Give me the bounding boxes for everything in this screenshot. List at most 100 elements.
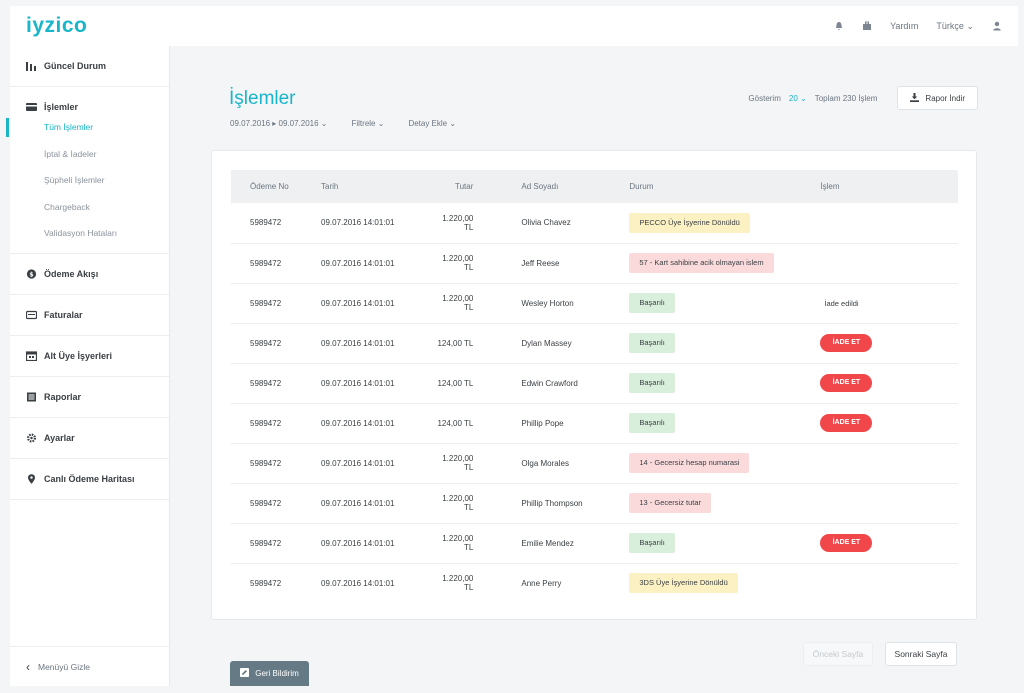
status-badge: 13 - Gecersiz tutar	[629, 493, 712, 513]
next-page-button[interactable]: Sonraki Sayfa	[885, 642, 957, 666]
action-cell: İADE ET	[812, 523, 958, 563]
refund-button[interactable]: İADE ET	[820, 334, 873, 352]
sidebar-item-live-map[interactable]: Canlı Ödeme Haritası	[10, 459, 169, 499]
hide-menu-label: Menüyü Gizle	[38, 661, 90, 672]
date-range-picker[interactable]: 09.07.2016 ▸ 09.07.2016 ⌄	[230, 119, 327, 128]
column-header-status[interactable]: Durum	[629, 182, 654, 191]
action-cell	[812, 203, 958, 243]
download-report-label: Rapor İndir	[925, 93, 965, 103]
feedback-button[interactable]: Geri Bildirim	[230, 661, 309, 686]
table-row[interactable]: 5989472 09.07.2016 14:01:01 1.220,00 TL Oli…	[231, 203, 958, 243]
filter-bar: 09.07.2016 ▸ 09.07.2016 ⌄ Filtrele ⌄ Det…	[230, 119, 456, 128]
sidebar-group-settings: Ayarlar	[10, 418, 169, 459]
page-size-select[interactable]: 20 ⌄	[789, 94, 807, 103]
refund-button[interactable]: İADE ET	[820, 414, 873, 432]
sidebar-item-label: Alt Üye İşyerleri	[44, 350, 113, 361]
sidebar-subitem-suspicious[interactable]: Şüpheli İşlemler	[44, 175, 105, 186]
bell-icon[interactable]	[834, 21, 844, 31]
help-link[interactable]: Yardım	[890, 21, 919, 31]
payment-no-cell: 5989472	[250, 418, 282, 428]
date-cell: 09.07.2016 14:01:01	[321, 218, 395, 228]
name-cell: Wesley Horton	[521, 298, 574, 308]
sidebar-item-reports[interactable]: Raporlar	[10, 377, 169, 417]
action-cell	[812, 243, 958, 283]
sidebar-item-label: Ödeme Akışı	[44, 268, 99, 279]
sidebar-subitem-chargeback[interactable]: Chargeback	[44, 201, 90, 212]
date-cell: 09.07.2016 14:01:01	[321, 258, 395, 268]
status-badge: 3DS Üye İşyerine Dönüldü	[629, 573, 738, 594]
sidebar-item-label: Faturalar	[44, 309, 83, 320]
sidebar-item-payment-flow[interactable]: $ Ödeme Akışı	[10, 254, 169, 294]
sidebar-item-transactions[interactable]: İşlemler	[10, 87, 169, 127]
status-cell: 14 - Gecersiz hesap numarasi	[621, 443, 812, 483]
status-cell: 13 - Gecersiz tutar	[621, 483, 812, 523]
name-cell: Olivia Chavez	[521, 218, 571, 228]
table-row[interactable]: 5989472 09.07.2016 14:01:01 1.220,00 TL Jef…	[231, 243, 958, 283]
date-cell: 09.07.2016 14:01:01	[321, 338, 395, 348]
column-header-date[interactable]: Tarih	[321, 182, 339, 191]
table-row[interactable]: 5989472 09.07.2016 14:01:01 1.220,00 TL Ann…	[231, 563, 958, 603]
logo[interactable]: iyzico	[26, 14, 88, 37]
sidebar-subitem-all-transactions[interactable]: Tüm İşlemler	[6, 114, 169, 141]
table-header-row: Ödeme No Tarih Tutar Ad Soyadı Durum İşl…	[231, 170, 958, 203]
status-cell: Başarılı	[621, 523, 812, 563]
language-select[interactable]: Türkçe ⌄	[936, 21, 974, 32]
refund-button[interactable]: İADE ET	[820, 374, 873, 392]
status-cell: 3DS Üye İşyerine Dönüldü	[621, 563, 812, 603]
svg-text:$: $	[29, 271, 33, 278]
table-row[interactable]: 5989472 09.07.2016 14:01:01 1.220,00 TL Olg…	[231, 443, 958, 483]
name-cell: Jeff Reese	[521, 258, 560, 268]
date-cell: 09.07.2016 14:01:01	[321, 458, 395, 468]
hide-menu-button[interactable]: ‹ Menüyü Gizle	[10, 646, 170, 686]
status-cell: 57 - Kart sahibine acik olmayan islem	[621, 243, 812, 283]
action-cell: İade edildi	[812, 283, 958, 323]
sidebar-item-dashboard[interactable]: Güncel Durum	[10, 46, 169, 86]
user-icon[interactable]	[992, 21, 1002, 31]
amount-cell: 124,00 TL	[437, 418, 474, 428]
chevron-down-icon: ⌄	[449, 119, 457, 128]
payment-no-cell: 5989472	[250, 258, 282, 268]
table-row[interactable]: 5989472 09.07.2016 14:01:01 124,00 TL Phill…	[231, 403, 958, 443]
amount-cell: 1.220,00 TL	[442, 254, 474, 272]
payment-no-cell: 5989472	[250, 458, 282, 468]
invoice-icon	[26, 310, 37, 320]
sidebar-subitem-validation-errors[interactable]: Validasyon Hataları	[44, 228, 118, 239]
column-header-payment-no[interactable]: Ödeme No	[250, 182, 289, 191]
action-cell	[812, 563, 958, 603]
edit-icon	[240, 668, 250, 679]
sidebar-item-settings[interactable]: Ayarlar	[10, 418, 169, 458]
sidebar-item-sub-merchants[interactable]: Alt Üye İşyerleri	[10, 336, 169, 376]
sidebar-item-label: Güncel Durum	[44, 61, 107, 71]
add-detail-dropdown[interactable]: Detay Ekle ⌄	[408, 119, 456, 128]
show-label: Gösterim	[748, 93, 781, 103]
status-badge: Başarılı	[629, 293, 675, 313]
status-cell: Başarılı	[621, 363, 812, 403]
refund-button[interactable]: İADE ET	[820, 534, 873, 552]
previous-page-button[interactable]: Önceki Sayfa	[803, 642, 873, 666]
status-badge: Başarılı	[629, 413, 675, 433]
table-row[interactable]: 5989472 09.07.2016 14:01:01 1.220,00 TL Wes…	[231, 283, 958, 323]
column-header-name[interactable]: Ad Soyadı	[521, 182, 559, 191]
sidebar-item-label: Raporlar	[44, 391, 82, 402]
language-label: Türkçe	[936, 20, 964, 31]
briefcase-icon[interactable]	[862, 21, 872, 31]
sidebar-group-sub-merchants: Alt Üye İşyerleri	[10, 336, 169, 377]
sidebar-group-invoices: Faturalar	[10, 295, 169, 336]
status-badge: 57 - Kart sahibine acik olmayan islem	[629, 253, 774, 273]
chevron-down-icon: ⌄	[966, 20, 974, 31]
column-header-amount[interactable]: Tutar	[455, 182, 474, 191]
sidebar-group-reports: Raporlar	[10, 377, 169, 418]
table-row[interactable]: 5989472 09.07.2016 14:01:01 124,00 TL Edwin…	[231, 363, 958, 403]
download-report-button[interactable]: Rapor İndir	[897, 86, 978, 110]
sidebar-subitem-cancellations[interactable]: İptal & İadeler	[44, 148, 97, 159]
date-cell: 09.07.2016 14:01:01	[321, 538, 395, 548]
filter-dropdown[interactable]: Filtrele ⌄	[351, 119, 384, 128]
table-row[interactable]: 5989472 09.07.2016 14:01:01 1.220,00 TL Emi…	[231, 523, 958, 563]
amount-cell: 1.220,00 TL	[442, 494, 474, 512]
amount-cell: 1.220,00 TL	[442, 454, 474, 472]
add-detail-label: Detay Ekle	[408, 119, 448, 128]
table-row[interactable]: 5989472 09.07.2016 14:01:01 124,00 TL Dylan…	[231, 323, 958, 363]
table-row[interactable]: 5989472 09.07.2016 14:01:01 1.220,00 TL Phi…	[231, 483, 958, 523]
report-icon	[26, 392, 37, 402]
sidebar-item-invoices[interactable]: Faturalar	[10, 295, 169, 335]
